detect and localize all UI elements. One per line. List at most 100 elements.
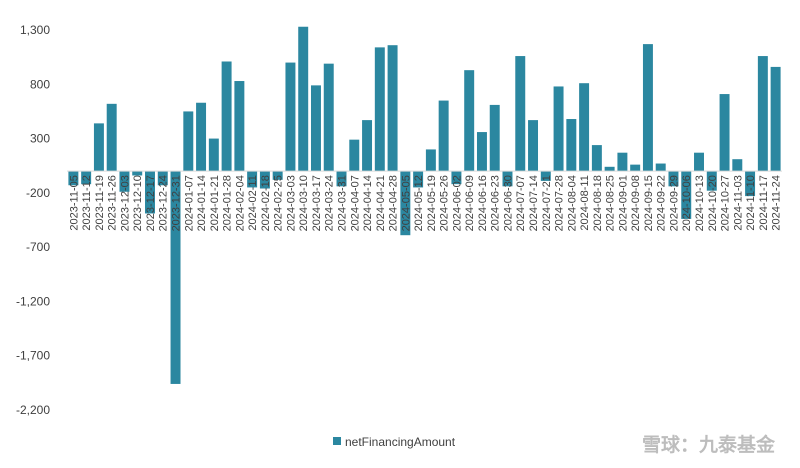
x-tick-label: 2024-05-12 — [413, 175, 425, 231]
x-tick-label: 2023-12-31 — [171, 175, 183, 231]
legend: netFinancingAmount — [333, 435, 456, 449]
bar — [387, 45, 398, 172]
bar — [732, 159, 743, 172]
x-tick-label: 2024-11-24 — [771, 175, 783, 230]
x-tick-label: 2024-06-23 — [490, 175, 502, 231]
bar — [617, 152, 628, 172]
y-tick-label: -2,200 — [16, 403, 50, 417]
y-axis: 1,300 800 300 -200 -700 -1,200 -1,700 -2,200 — [16, 23, 50, 417]
bar — [145, 171, 155, 214]
bar — [119, 171, 130, 192]
bar — [681, 171, 692, 219]
bar — [157, 171, 168, 186]
legend-label: netFinancingAmount — [345, 435, 456, 449]
x-tick-label: 2024-09-08 — [630, 175, 642, 231]
bar — [310, 85, 321, 172]
bar — [438, 100, 449, 172]
x-tick-label: 2024-01-21 — [209, 175, 221, 231]
legend-swatch — [333, 437, 341, 445]
bar — [425, 149, 436, 172]
bar — [196, 102, 207, 172]
x-tick-label: 2024-08-25 — [605, 175, 617, 231]
bar — [234, 81, 245, 172]
y-tick-label: 1,300 — [20, 23, 50, 37]
bar — [413, 171, 424, 188]
x-tick-label: 2023-12-17 — [145, 175, 157, 231]
bar — [515, 56, 526, 172]
x-tick-label: 2024-11-10 — [745, 175, 757, 230]
x-tick-label: 2024-08-18 — [592, 175, 604, 231]
bar — [323, 63, 334, 172]
bar — [349, 139, 360, 172]
bar — [247, 171, 258, 188]
bar — [553, 86, 564, 172]
bar — [106, 103, 117, 172]
y-tick-label: -1,700 — [16, 349, 50, 363]
x-tick-label: 2024-07-07 — [515, 175, 527, 231]
bar — [706, 171, 717, 191]
bar — [259, 171, 270, 189]
x-tick-label: 2024-10-06 — [681, 175, 693, 231]
x-tick-label: 2024-01-28 — [222, 175, 234, 231]
x-tick-label: 2024-01-07 — [183, 175, 195, 231]
bar — [400, 171, 411, 236]
x-tick-label: 2024-08-04 — [566, 175, 578, 231]
bar — [604, 166, 615, 172]
y-tick-label: 800 — [30, 77, 50, 91]
bar — [489, 104, 500, 172]
x-tick-label: 2024-10-27 — [720, 175, 732, 231]
x-tick-label: 2024-05-05 — [400, 175, 412, 231]
bars — [68, 26, 781, 384]
x-tick-label: 2024-02-11 — [247, 175, 259, 230]
bar — [668, 171, 679, 187]
bar — [170, 171, 181, 384]
x-tick-label: 2024-06-30 — [502, 175, 514, 231]
x-tick-label: 2024-01-14 — [196, 175, 208, 231]
x-tick-label: 2024-10-13 — [694, 175, 706, 231]
x-tick-label: 2024-04-28 — [388, 175, 400, 231]
x-tick-label: 2024-03-24 — [324, 175, 336, 231]
y-tick-label: -200 — [26, 186, 50, 200]
y-tick-label: -1,200 — [16, 294, 50, 308]
bar — [476, 132, 487, 172]
bar — [68, 171, 79, 186]
x-tick-label: 2024-06-02 — [451, 175, 463, 231]
watermark: 雪球：九泰基金 — [642, 433, 776, 456]
x-tick-label: 2023-12-24 — [158, 175, 170, 231]
bar — [719, 94, 730, 172]
bar — [642, 44, 653, 172]
bar — [591, 145, 602, 172]
bar — [655, 163, 666, 172]
x-tick-label: 2023-11-19 — [94, 175, 106, 230]
x-tick-label: 2024-09-15 — [643, 175, 655, 231]
x-tick-label: 2023-11-05 — [68, 175, 80, 230]
bar — [757, 56, 768, 172]
x-tick-label: 2024-02-25 — [273, 175, 285, 231]
bar — [745, 171, 756, 197]
x-tick-label: 2024-07-14 — [528, 175, 540, 231]
x-tick-label: 2023-11-26 — [107, 175, 119, 230]
x-tick-label: 2024-02-04 — [234, 175, 246, 231]
bar — [770, 66, 781, 172]
bar — [502, 171, 513, 187]
x-tick-label: 2024-06-16 — [477, 175, 489, 231]
x-tick-label: 2024-08-11 — [579, 175, 591, 230]
bar — [208, 138, 219, 172]
y-tick-label: 300 — [30, 132, 50, 146]
x-tick-label: 2024-11-17 — [758, 175, 770, 230]
bar — [81, 171, 92, 185]
x-tick-label: 2023-11-12 — [81, 175, 93, 230]
x-tick-label: 2024-05-19 — [426, 175, 438, 231]
bar — [630, 164, 641, 172]
x-tick-label: 2024-06-09 — [464, 175, 476, 231]
bar — [528, 120, 539, 172]
x-tick-label: 2024-07-28 — [554, 175, 566, 231]
bar — [298, 26, 309, 172]
x-tick-label: 2024-04-21 — [375, 175, 387, 231]
x-tick-label: 2024-02-18 — [260, 175, 272, 231]
x-tick-label: 2024-09-22 — [656, 175, 668, 231]
bar — [540, 171, 551, 181]
x-tick-label: 2024-04-07 — [349, 175, 361, 231]
x-tick-label: 2023-12-03 — [119, 175, 131, 231]
